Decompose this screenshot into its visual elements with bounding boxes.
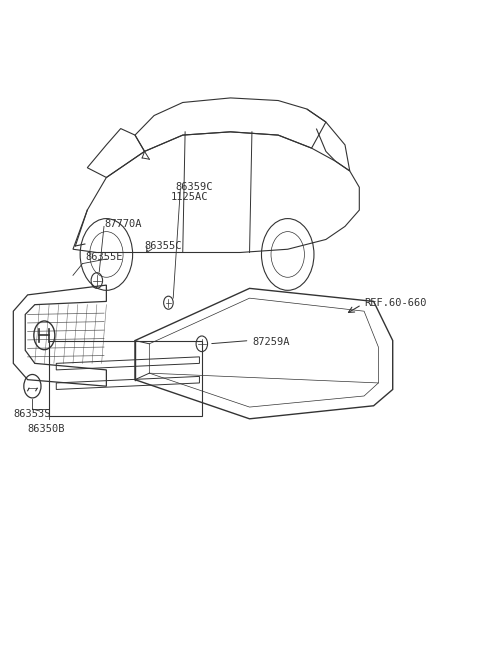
Text: 1125AC: 1125AC <box>171 192 208 202</box>
Text: 86359C: 86359C <box>176 182 213 193</box>
Text: REF.60-660: REF.60-660 <box>364 299 427 309</box>
Text: 86350B: 86350B <box>28 424 65 434</box>
Text: 86355C: 86355C <box>144 241 182 251</box>
Text: 86353S: 86353S <box>13 409 51 419</box>
Text: 87770A: 87770A <box>104 219 142 229</box>
Text: 87259A: 87259A <box>252 337 289 347</box>
Text: 86355E: 86355E <box>85 252 122 262</box>
